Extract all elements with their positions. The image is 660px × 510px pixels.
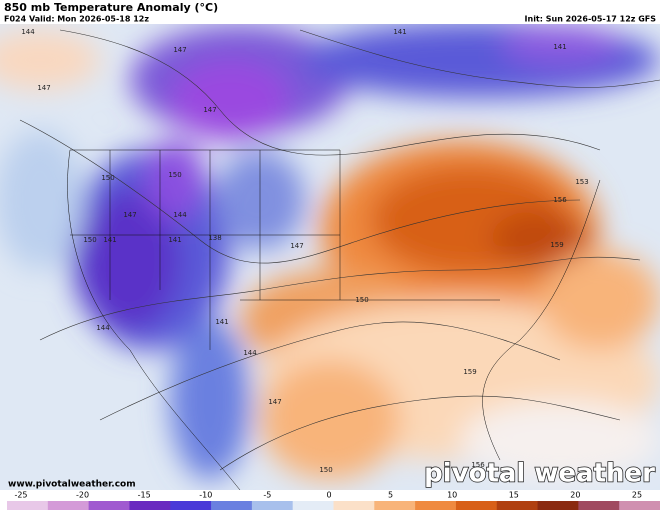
contour-label: 156 bbox=[553, 196, 567, 204]
contour-label: 153 bbox=[575, 178, 588, 186]
contour-label: 150 bbox=[319, 466, 332, 474]
contour-label: 147 bbox=[268, 398, 281, 406]
contours bbox=[19, 29, 660, 471]
contour-label: 144 bbox=[173, 211, 187, 219]
contour-label: 144 bbox=[21, 28, 35, 36]
contour-label: 150 bbox=[355, 296, 368, 304]
contour-label: 141 bbox=[215, 318, 228, 326]
colorbar-tick-label: 20 bbox=[570, 491, 580, 500]
contour-label: 141 bbox=[393, 28, 406, 36]
contour-label: 147 bbox=[290, 242, 303, 250]
contour-label: 138 bbox=[208, 234, 221, 242]
colorbar-swatch bbox=[88, 501, 130, 510]
colorbar-tick-label: 15 bbox=[509, 491, 519, 500]
contour-label: 144 bbox=[96, 324, 110, 332]
colorbar-swatch bbox=[170, 501, 212, 510]
website: www.pivotalweather.com bbox=[8, 480, 136, 490]
contour-label: 147 bbox=[173, 46, 186, 54]
title: 850 mb Temperature Anomaly (°C) bbox=[4, 1, 218, 14]
colorbar-tick-label: 10 bbox=[447, 491, 457, 500]
valid-time: F024 Valid: Mon 2026-05-18 12z bbox=[4, 15, 149, 24]
contour-label: 150 bbox=[101, 174, 114, 182]
colorbar-swatch bbox=[129, 501, 171, 510]
colorbar-swatch bbox=[374, 501, 416, 510]
colorbar-swatch bbox=[211, 501, 253, 510]
contour-label: 159 bbox=[463, 368, 476, 376]
colorbar-tick-label: 5 bbox=[388, 491, 393, 500]
colorbar-tick-label: -15 bbox=[138, 491, 151, 500]
contour-label: 144 bbox=[243, 349, 257, 357]
colorbar-tick-label: -20 bbox=[76, 491, 89, 500]
contour-label: 141 bbox=[553, 43, 566, 51]
colorbar-tick-label: 25 bbox=[632, 491, 642, 500]
header-bar bbox=[0, 0, 660, 24]
borders bbox=[67, 149, 601, 491]
colorbar-swatch bbox=[292, 501, 334, 510]
colorbar-swatch bbox=[7, 501, 49, 510]
colorbar-tick-label: -25 bbox=[14, 491, 27, 500]
contour-label: 147 bbox=[123, 211, 136, 219]
colorbar-tick-label: 0 bbox=[326, 491, 331, 500]
contour-label: 141 bbox=[103, 236, 116, 244]
contour-label: 147 bbox=[203, 106, 216, 114]
colorbar-tick-label: -10 bbox=[199, 491, 212, 500]
contour-label: 141 bbox=[168, 236, 181, 244]
contour-label: 147 bbox=[37, 84, 50, 92]
logo: pivotal weather bbox=[424, 459, 655, 489]
contour-label: 159 bbox=[550, 241, 563, 249]
contour-label: 150 bbox=[168, 171, 181, 179]
colorbar-swatch bbox=[251, 501, 294, 510]
colorbar-swatch bbox=[496, 501, 539, 510]
colorbar-swatch bbox=[333, 501, 375, 510]
colorbar-swatch bbox=[537, 501, 579, 510]
contour-label: 156 bbox=[471, 461, 485, 469]
init-time: Init: Sun 2026-05-17 12z GFS bbox=[525, 15, 657, 24]
contour-label: 150 bbox=[83, 236, 96, 244]
colorbar-tick-label: -5 bbox=[263, 491, 271, 500]
colorbar-swatch bbox=[619, 501, 660, 510]
colorbar-swatch bbox=[578, 501, 620, 510]
colorbar-swatch bbox=[415, 501, 457, 510]
colorbar-swatch bbox=[455, 501, 498, 510]
colorbar-swatch bbox=[47, 501, 90, 510]
